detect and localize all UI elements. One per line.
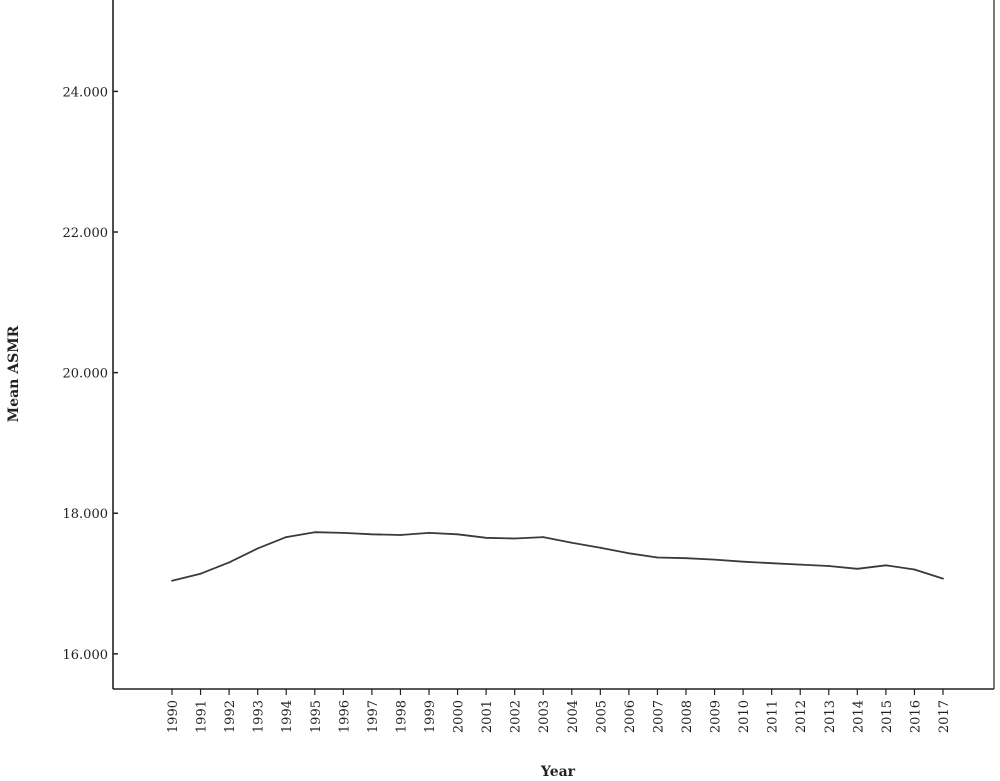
x-tick-label: 2008 <box>680 700 695 733</box>
y-tick-label: 20.000 <box>63 367 109 382</box>
x-tick-label: 2004 <box>566 700 581 733</box>
x-tick-label: 2005 <box>594 700 609 733</box>
x-tick-label: 1993 <box>252 700 267 733</box>
data-point <box>228 561 231 564</box>
x-tick-label: 1998 <box>394 700 409 733</box>
x-tick-label: 2014 <box>851 700 866 733</box>
x-tick-label: 2006 <box>623 700 638 733</box>
data-point <box>942 577 944 580</box>
x-tick-label: 2002 <box>509 700 524 733</box>
data-point <box>399 534 402 536</box>
x-tick-label: 2013 <box>823 700 838 733</box>
x-axis-title: Year <box>540 764 576 780</box>
data-point <box>313 531 316 534</box>
x-tick-label: 2017 <box>937 700 952 733</box>
axes <box>112 0 995 690</box>
data-point <box>256 547 259 550</box>
data-point <box>913 568 916 571</box>
x-tick-label: 1992 <box>223 700 238 733</box>
data-point <box>513 537 516 540</box>
data-point <box>570 541 573 544</box>
data-point <box>685 557 687 560</box>
x-tick-label: 1999 <box>423 700 438 733</box>
x-tick-label: 2010 <box>737 700 752 733</box>
data-point <box>342 532 345 534</box>
y-tick-label: 16.000 <box>63 648 109 663</box>
x-tick-label: 2011 <box>766 700 781 733</box>
x-tick-label: 2015 <box>880 700 895 733</box>
y-tick-label: 24.000 <box>63 85 109 100</box>
y-ticks: 16.000 18.000 20.000 22.000 24.000 <box>63 85 118 663</box>
data-point <box>742 560 745 563</box>
data-point <box>656 556 659 559</box>
series-layer <box>171 531 944 582</box>
x-tick-label: 2012 <box>794 700 809 733</box>
x-tick-label: 1990 <box>166 700 181 733</box>
x-tick-label: 2003 <box>537 700 552 733</box>
x-tick-label: 1997 <box>366 700 381 733</box>
y-axis-title: Mean ASMR <box>6 325 22 422</box>
x-tick-label: 2000 <box>452 700 467 733</box>
data-point <box>884 564 887 567</box>
y-tick-label: 22.000 <box>63 226 109 241</box>
data-point <box>199 572 202 575</box>
data-point <box>171 579 173 582</box>
x-tick-label: 2007 <box>651 700 666 733</box>
y-tick-label: 18.000 <box>63 507 109 522</box>
data-point <box>856 567 859 570</box>
x-tick-label: 2001 <box>480 700 495 733</box>
x-tick-label: 2016 <box>908 700 923 733</box>
x-tick-label: 1994 <box>280 700 295 733</box>
x-tick-label: 1996 <box>337 700 352 733</box>
data-point <box>713 558 716 561</box>
data-point <box>428 532 430 534</box>
data-point <box>456 533 459 536</box>
x-tick-label: 1991 <box>195 700 210 733</box>
x-tick-label: 1995 <box>309 700 324 733</box>
data-point <box>370 533 373 536</box>
x-ticks: 1990 1991 1992 1993 1994 1995 1996 1997 1998 1999… <box>166 689 952 733</box>
data-point <box>827 565 830 567</box>
data-point <box>627 552 630 555</box>
data-point <box>485 536 488 539</box>
data-point <box>542 536 545 539</box>
data-point <box>285 536 288 539</box>
x-tick-label: 2009 <box>709 700 724 733</box>
data-point <box>599 546 602 549</box>
data-point <box>799 563 802 566</box>
series-line <box>171 531 944 582</box>
data-point <box>770 562 773 565</box>
